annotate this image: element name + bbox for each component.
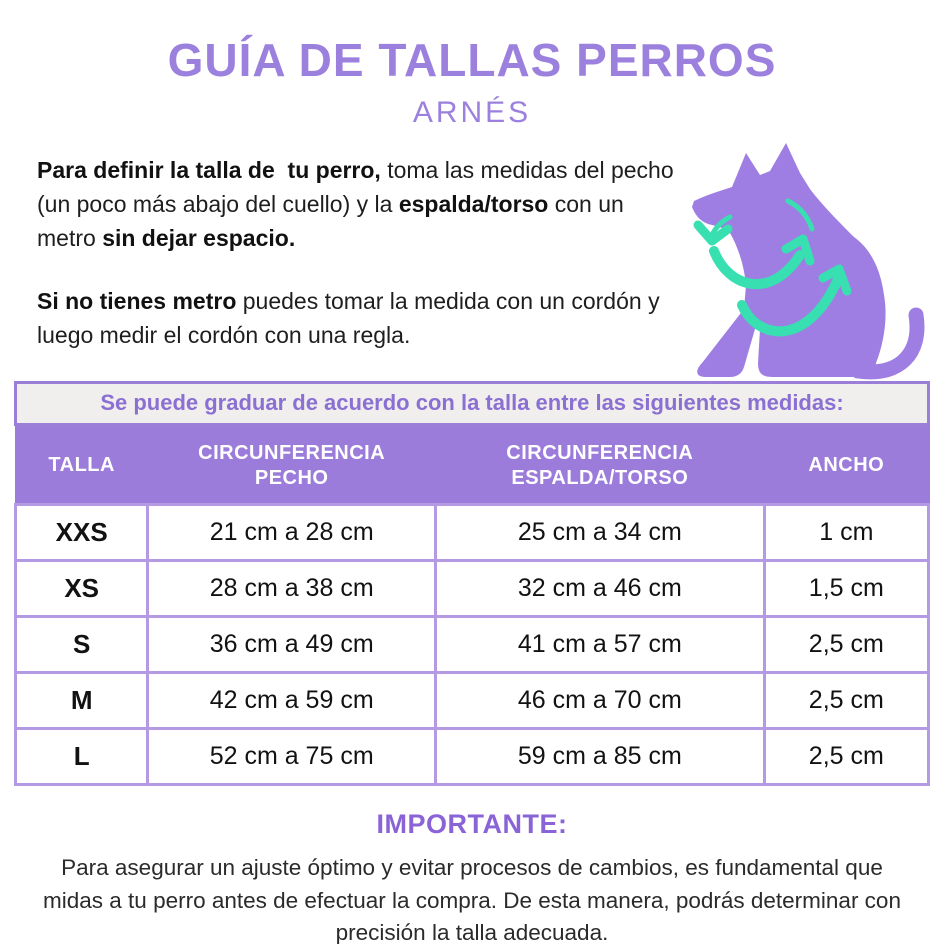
cell-width: 1 cm [762, 503, 931, 563]
col-header-talla: TALLA [14, 425, 149, 506]
intro-bold-definir: Para definir la talla de tu perro, [37, 157, 381, 183]
table-row-xxs: XXS 21 cm a 28 cm 25 cm a 34 cm 1 cm [13, 503, 931, 563]
dog-body [692, 143, 886, 377]
cell-back-range: 41 cm a 57 cm [433, 615, 766, 675]
cell-width: 2,5 cm [762, 615, 931, 675]
col-header-pecho: CIRCUNFERENCIA PECHO [146, 425, 437, 506]
important-text: Para asegurar un ajuste óptimo y evitar … [43, 855, 901, 944]
dog-harness-illustration [662, 137, 942, 389]
table-row-s: S 36 cm a 49 cm 41 cm a 57 cm 2,5 cm [13, 615, 931, 675]
size-table: TALLA CIRCUNFERENCIA PECHO CIRCUNFERENCI… [13, 425, 931, 787]
cell-size: XXS [13, 503, 150, 563]
cell-width: 2,5 cm [762, 727, 931, 787]
intro-bold-espalda: espalda/torso [398, 190, 549, 217]
intro-bold-espacio: sin dejar espacio. [102, 224, 296, 251]
table-row-m: M 42 cm a 59 cm 46 cm a 70 cm 2,5 cm [13, 671, 931, 731]
cell-size: M [13, 671, 150, 731]
page-title: GUÍA DE TALLAS PERROS [167, 34, 777, 86]
cell-chest-range: 52 cm a 75 cm [146, 727, 437, 787]
intro-bold-metro: Si no tienes metro [37, 288, 237, 315]
cell-size: XS [13, 559, 150, 619]
col-header-espalda: CIRCUNFERENCIA ESPALDA/TORSO [434, 425, 766, 506]
cell-back-range: 59 cm a 85 cm [433, 727, 766, 787]
cell-back-range: 32 cm a 46 cm [433, 559, 766, 619]
table-header-row: TALLA CIRCUNFERENCIA PECHO CIRCUNFERENCI… [14, 425, 930, 506]
neck-arrow-down-icon [693, 220, 733, 246]
neck-tape-thin-right [785, 198, 815, 232]
neck-swoosh-arrow [709, 246, 805, 289]
important-heading: IMPORTANTE: [376, 809, 568, 840]
cell-chest-range: 28 cm a 38 cm [146, 559, 437, 619]
neck-tape-thin-left [709, 214, 733, 238]
dog-silhouette-icon [692, 143, 925, 380]
important-section: IMPORTANTE: Para asegurar un ajuste ópti… [0, 809, 944, 944]
cell-chest-range: 42 cm a 59 cm [146, 671, 437, 731]
neck-arrow-up-icon [781, 234, 815, 266]
page-subtitle: ARNÉS [412, 96, 532, 129]
cell-size: L [13, 727, 150, 787]
table-row-l: L 52 cm a 75 cm 59 cm a 85 cm 2,5 cm [13, 727, 931, 787]
intro-normal-1: toma las medidas del pecho (un poco más … [37, 157, 680, 217]
cell-size: S [13, 615, 150, 675]
cell-width: 2,5 cm [762, 671, 931, 731]
size-guide-page: GUÍA DE TALLAS PERROS ARNÉS Para definir… [0, 33, 944, 944]
intro-paragraph-cord: Si no tienes metro puedes tomar la medid… [37, 285, 677, 353]
intro-normal-3: puedes tomar la medida con un cordón y l… [37, 288, 666, 349]
cell-chest-range: 36 cm a 49 cm [146, 615, 437, 675]
table-row-xs: XS 28 cm a 38 cm 32 cm a 46 cm 1,5 cm [13, 559, 931, 619]
cell-back-range: 25 cm a 34 cm [433, 503, 766, 563]
intro-text: Para definir la talla de tu perro, toma … [37, 154, 677, 353]
table-banner: Se puede graduar de acuerdo con la talla… [14, 380, 930, 426]
torso-arrow-up-icon [818, 264, 852, 296]
cell-width: 1,5 cm [762, 559, 931, 619]
cell-back-range: 46 cm a 70 cm [433, 671, 766, 731]
size-table-section: Se puede graduar de acuerdo con la talla… [13, 380, 931, 787]
cell-chest-range: 21 cm a 28 cm [146, 503, 437, 563]
col-header-ancho: ANCHO [763, 425, 930, 506]
intro-paragraph-measure: Para definir la talla de tu perro, toma … [37, 154, 677, 255]
intro-normal-2: con un metro [37, 190, 631, 251]
torso-swoosh-arrow [737, 274, 843, 337]
